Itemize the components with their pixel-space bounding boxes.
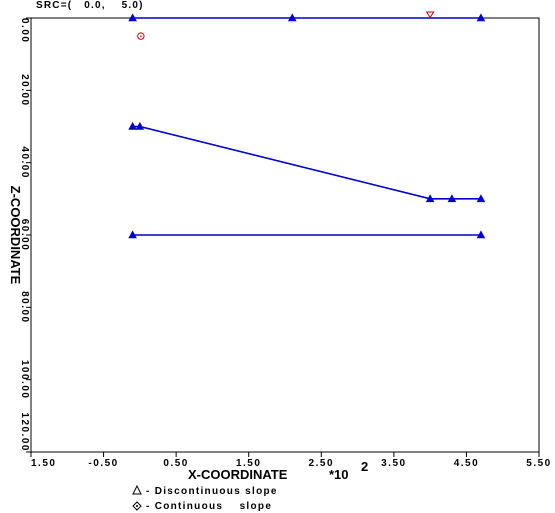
x-tick-label: 2.50: [309, 458, 334, 469]
y-tick-label: 80.00: [19, 291, 30, 324]
y-tick-label: 0.00: [19, 18, 30, 43]
legend-label-discontinuous: - Discontinuous slope: [146, 486, 278, 497]
interface-node-marker: [128, 121, 137, 130]
receiver-marker: [425, 11, 435, 19]
legend-triangle-icon: [132, 484, 142, 495]
interface-line-2: [132, 125, 481, 200]
x-tick-label: 1.50: [31, 458, 56, 469]
interface-node-marker: [128, 230, 137, 239]
x-axis-multiplier: *10: [329, 467, 349, 482]
x-tick-label: -0.50: [88, 458, 118, 469]
x-axis-multiplier-exponent: 2: [361, 459, 368, 474]
x-tick-label: 4.50: [454, 458, 479, 469]
x-axis-ticks: 1.50 -0.50 0.50 1.50 2.50 3.50 4.50 5.50: [30, 452, 551, 469]
x-tick-label: 3.50: [381, 458, 406, 469]
source-header-text: SRC=( 0.0, 5.0): [36, 0, 144, 11]
y-axis-title: Z-COORDINATE: [8, 186, 23, 285]
interface-node-marker: [476, 230, 486, 239]
interface-node-marker: [447, 194, 457, 203]
legend-label-continuous: - Continuous slope: [146, 501, 272, 512]
interfaces-layer: [132, 17, 481, 236]
interface-node-marker: [476, 194, 486, 203]
y-axis-ticks: 0.00 20.00 40.00 60.00 80.00 100.00 120.00: [19, 17, 31, 453]
x-tick-label: 0.50: [163, 458, 188, 469]
y-tick-label: 100.00: [19, 360, 30, 400]
legend-diamond-icon: [132, 501, 142, 511]
y-tick-label: 120.00: [19, 412, 30, 452]
y-tick-label: 20.00: [19, 74, 30, 107]
interface-node-marker: [287, 13, 297, 22]
y-tick-label: 40.00: [19, 146, 30, 179]
source-marker: [137, 32, 145, 40]
x-axis-title: X-COORDINATE: [188, 467, 288, 482]
x-tick-label: 1.50: [236, 458, 261, 469]
legend-diamond-dot: [136, 505, 138, 507]
x-tick-label: 5.50: [526, 458, 551, 469]
interface-node-marker: [135, 121, 145, 130]
legend: - Discontinuous slope - Continuous slope: [132, 484, 278, 512]
y-tick-label: 60.00: [19, 219, 30, 252]
markers-layer: [128, 11, 486, 239]
interface-node-marker: [425, 194, 435, 203]
interface-node-marker: [476, 13, 486, 22]
source-marker-center: [140, 35, 142, 37]
interface-node-marker: [128, 13, 137, 22]
